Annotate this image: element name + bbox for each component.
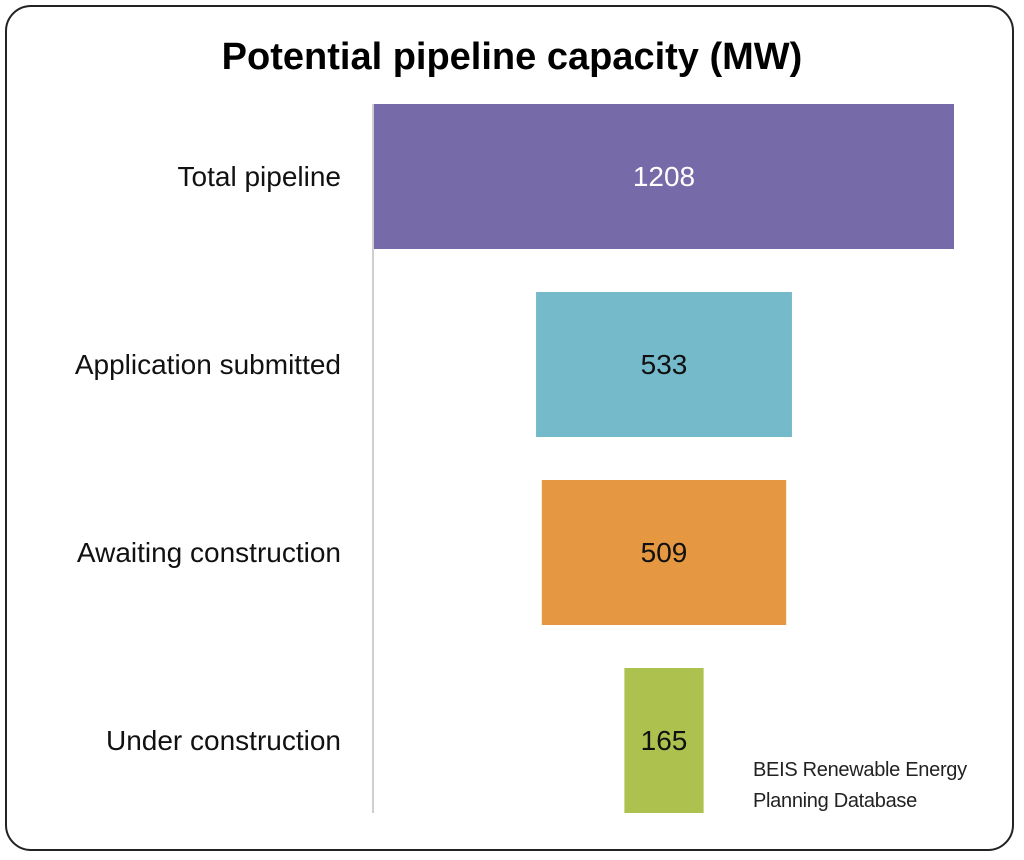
value-labels: 1208 533 509 165 [633,161,695,756]
category-label-awaiting-construction: Awaiting construction [77,537,341,568]
source-line-1: BEIS Renewable Energy [753,759,967,781]
source-note: BEIS Renewable Energy Planning Database [753,755,967,817]
value-label-total-pipeline: 1208 [633,161,695,192]
chart-title: Potential pipeline capacity (MW) [221,36,803,78]
bar-application-submitted [536,292,792,437]
source-line-2: Planning Database [753,790,917,812]
category-labels: Total pipeline Application submitted Await… [75,161,341,756]
bar-total-pipeline [374,104,954,249]
value-label-awaiting-construction: 509 [641,537,688,568]
category-label-under-construction: Under construction [106,725,341,756]
bar-awaiting-construction [541,480,787,625]
category-label-total-pipeline: Total pipeline [178,161,341,192]
category-label-application-submitted: Application submitted [75,349,341,380]
bars-group [374,104,954,813]
bar-under-construction [624,668,704,813]
value-label-application-submitted: 533 [641,349,688,380]
value-label-under-construction: 165 [641,725,688,756]
